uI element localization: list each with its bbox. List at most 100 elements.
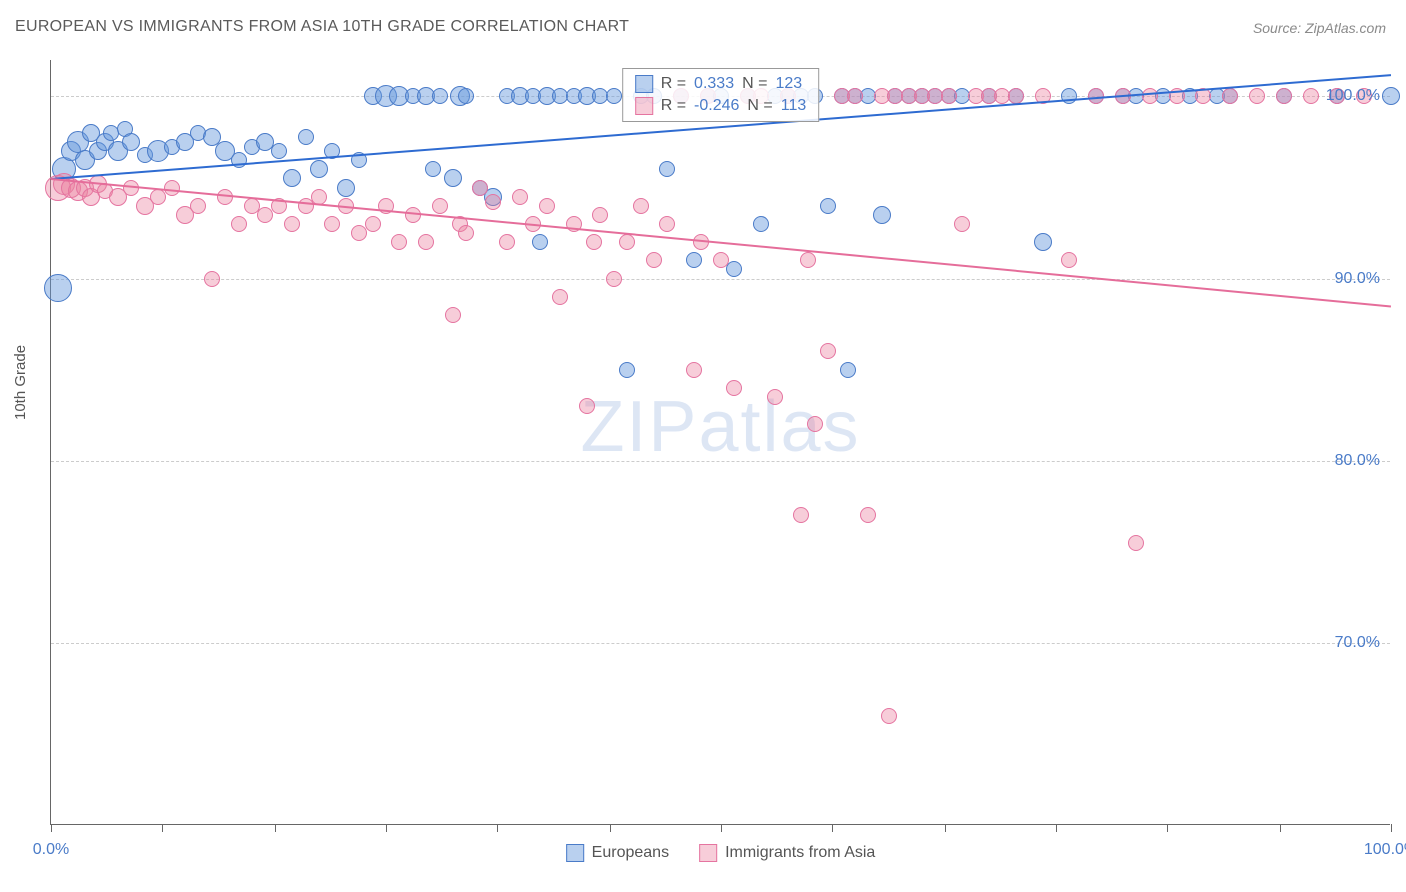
scatter-point (458, 88, 474, 104)
xtick (832, 824, 833, 832)
scatter-point (337, 179, 355, 197)
gridline (51, 461, 1390, 462)
r-label: R = (661, 97, 686, 115)
scatter-point (726, 261, 742, 277)
n-label: N = (742, 75, 767, 93)
legend-swatch-asia (635, 97, 653, 115)
scatter-point (532, 234, 548, 250)
scatter-point (365, 216, 381, 232)
legend-label: Europeans (592, 844, 669, 862)
scatter-point (1303, 88, 1319, 104)
scatter-point (164, 180, 180, 196)
correlation-chart: EUROPEAN VS IMMIGRANTS FROM ASIA 10TH GR… (0, 0, 1406, 892)
scatter-point (592, 207, 608, 223)
xtick (610, 824, 611, 832)
scatter-point (204, 271, 220, 287)
scatter-point (283, 169, 301, 187)
xtick (1391, 824, 1392, 832)
ytick-label: 90.0% (1335, 270, 1380, 288)
xtick (945, 824, 946, 832)
scatter-point (1142, 88, 1158, 104)
scatter-point (726, 380, 742, 396)
scatter-point (499, 234, 515, 250)
legend-item-asia: Immigrants from Asia (699, 844, 875, 862)
ytick-label: 80.0% (1335, 452, 1380, 470)
scatter-point (941, 88, 957, 104)
source-attribution: Source: ZipAtlas.com (1253, 20, 1386, 36)
ytick-label: 70.0% (1335, 634, 1380, 652)
xtick (497, 824, 498, 832)
xtick (386, 824, 387, 832)
scatter-point (391, 234, 407, 250)
scatter-point (552, 289, 568, 305)
scatter-point (1382, 87, 1400, 105)
scatter-point (686, 252, 702, 268)
scatter-point (1222, 88, 1238, 104)
scatter-point (807, 416, 823, 432)
scatter-point (231, 216, 247, 232)
scatter-point (713, 252, 729, 268)
legend-row-europeans: R = 0.333 N = 123 (635, 75, 807, 93)
scatter-point (444, 169, 462, 187)
scatter-point (485, 194, 501, 210)
scatter-point (860, 507, 876, 523)
scatter-point (646, 252, 662, 268)
scatter-point (539, 198, 555, 214)
scatter-point (1249, 88, 1265, 104)
scatter-point (298, 129, 314, 145)
scatter-point (284, 216, 300, 232)
gridline (51, 643, 1390, 644)
ytick-label: 100.0% (1326, 87, 1380, 105)
scatter-point (659, 216, 675, 232)
scatter-point (659, 161, 675, 177)
stats-legend: R = 0.333 N = 123 R = -0.246 N = 113 (622, 68, 820, 122)
xtick (1056, 824, 1057, 832)
scatter-point (820, 198, 836, 214)
legend-swatch-europeans (635, 75, 653, 93)
scatter-point (753, 216, 769, 232)
scatter-point (820, 343, 836, 359)
r-value-europeans: 0.333 (694, 75, 734, 93)
legend-swatch-asia (699, 844, 717, 862)
scatter-point (1061, 88, 1077, 104)
scatter-point (310, 160, 328, 178)
scatter-point (619, 234, 635, 250)
series-legend: Europeans Immigrants from Asia (566, 844, 876, 862)
gridline (51, 279, 1390, 280)
scatter-point (44, 274, 72, 302)
plot-area: ZIPatlas R = 0.333 N = 123 R = -0.246 N … (50, 60, 1390, 825)
scatter-point (432, 198, 448, 214)
scatter-point (840, 362, 856, 378)
scatter-point (324, 216, 340, 232)
scatter-point (445, 307, 461, 323)
xtick (1280, 824, 1281, 832)
scatter-point (606, 88, 622, 104)
n-label: N = (747, 97, 772, 115)
scatter-point (190, 198, 206, 214)
legend-item-europeans: Europeans (566, 844, 669, 862)
scatter-point (1034, 233, 1052, 251)
scatter-point (847, 88, 863, 104)
scatter-point (606, 271, 622, 287)
scatter-point (619, 362, 635, 378)
scatter-point (881, 708, 897, 724)
scatter-point (418, 234, 434, 250)
y-axis-label: 10th Grade (12, 345, 29, 420)
scatter-point (458, 225, 474, 241)
watermark-zip: ZIP (580, 387, 698, 467)
trend-line (51, 178, 1391, 307)
xtick (275, 824, 276, 832)
xtick (162, 824, 163, 832)
chart-title: EUROPEAN VS IMMIGRANTS FROM ASIA 10TH GR… (15, 18, 629, 36)
xtick (51, 824, 52, 832)
n-value-asia: 113 (781, 97, 807, 115)
legend-label: Immigrants from Asia (725, 844, 875, 862)
scatter-point (1061, 252, 1077, 268)
xtick-label: 100.0% (1364, 841, 1406, 859)
scatter-point (512, 189, 528, 205)
scatter-point (800, 252, 816, 268)
scatter-point (425, 161, 441, 177)
scatter-point (1276, 88, 1292, 104)
n-value-europeans: 123 (775, 75, 802, 93)
xtick-label: 0.0% (33, 841, 69, 859)
